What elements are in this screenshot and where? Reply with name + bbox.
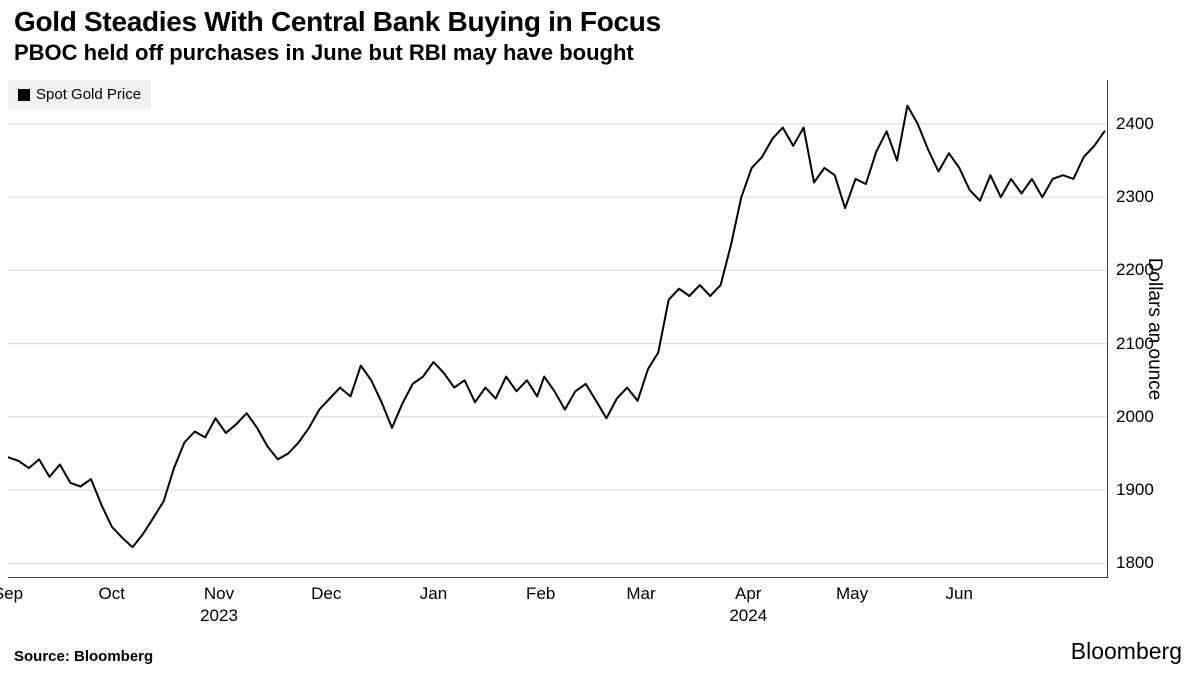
chart-subtitle: PBOC held off purchases in June but RBI … [14,40,634,66]
y-tick-label: 1900 [1116,480,1154,500]
y-tick-label: 1800 [1116,553,1154,573]
x-year-label: 2024 [729,606,767,626]
x-month-label: Sep [0,584,23,604]
chart-title: Gold Steadies With Central Bank Buying i… [14,6,661,38]
x-month-label: Jan [420,584,447,604]
brand-logo: Bloomberg [1071,638,1182,665]
x-year-label: 2023 [200,606,238,626]
x-month-label: Apr [735,584,761,604]
y-tick-label: 2000 [1116,407,1154,427]
x-month-label: Oct [99,584,125,604]
y-tick-label: 2400 [1116,114,1154,134]
x-month-label: Nov [204,584,234,604]
x-month-label: Mar [626,584,655,604]
y-axis-title: Dollars an ounce [1143,258,1165,401]
x-month-label: May [836,584,868,604]
source-attribution: Source: Bloomberg [14,648,153,665]
y-tick-label: 2300 [1116,187,1154,207]
x-month-label: Dec [311,584,341,604]
x-month-label: Jun [946,584,973,604]
x-month-label: Feb [526,584,555,604]
line-chart [8,80,1108,578]
x-axis-labels: SepOctNovDecJanFebMarAprMayJun20232024 [8,582,1108,632]
